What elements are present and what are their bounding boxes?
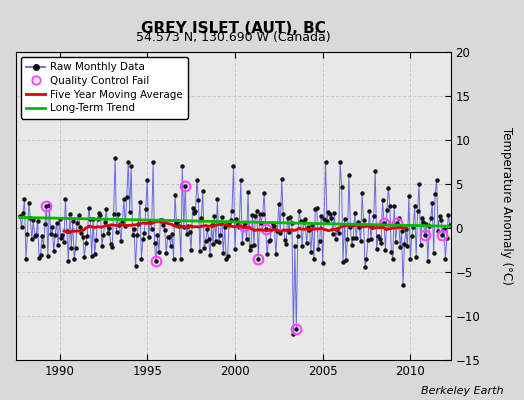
- Text: Berkeley Earth: Berkeley Earth: [421, 386, 503, 396]
- Text: 54.573 N, 130.690 W (Canada): 54.573 N, 130.690 W (Canada): [136, 31, 331, 44]
- Legend: Raw Monthly Data, Quality Control Fail, Five Year Moving Average, Long-Term Tren: Raw Monthly Data, Quality Control Fail, …: [21, 57, 188, 118]
- Title: GREY ISLET (AUT), BC: GREY ISLET (AUT), BC: [141, 20, 325, 36]
- Y-axis label: Temperature Anomaly (°C): Temperature Anomaly (°C): [500, 127, 512, 285]
